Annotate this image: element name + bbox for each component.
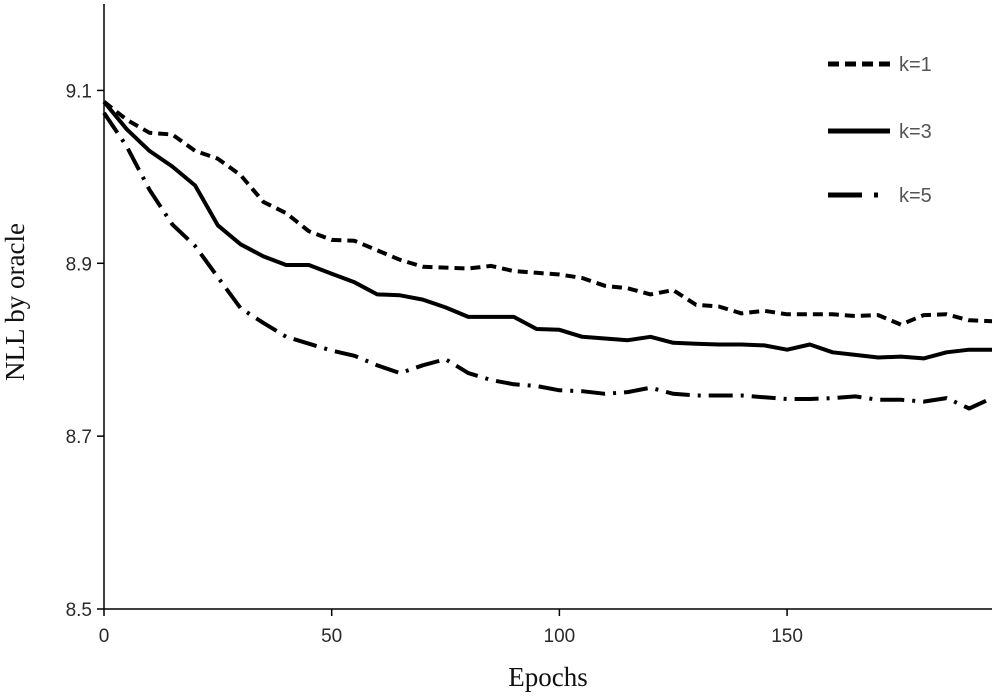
- x-tick-label: 150: [771, 626, 803, 647]
- series-line-k3: [102, 100, 992, 361]
- x-axis-title: Epochs: [508, 662, 587, 692]
- legend-label: k=3: [899, 121, 932, 143]
- y-tick-label: 8.9: [66, 254, 92, 275]
- y-tick-label: 9.1: [66, 81, 92, 102]
- series-line-k5: [102, 111, 993, 411]
- y-tick-label: 8.5: [66, 600, 92, 621]
- y-tick-label: 8.7: [66, 427, 92, 448]
- x-tick-label: 0: [99, 626, 110, 647]
- y-axis-title: NLL by oracle: [0, 223, 30, 381]
- legend-label: k=5: [899, 185, 932, 207]
- legend-label: k=1: [899, 54, 932, 76]
- tick-labels: 8.5 8.7 8.9 9.1 0 50 100 150: [66, 81, 803, 647]
- legend: k=1 k=3 k=5: [828, 54, 932, 207]
- series-line-k1: [102, 100, 993, 327]
- x-tick-label: 100: [544, 626, 576, 647]
- series-layer: [102, 100, 993, 411]
- x-tick-label: 50: [321, 626, 342, 647]
